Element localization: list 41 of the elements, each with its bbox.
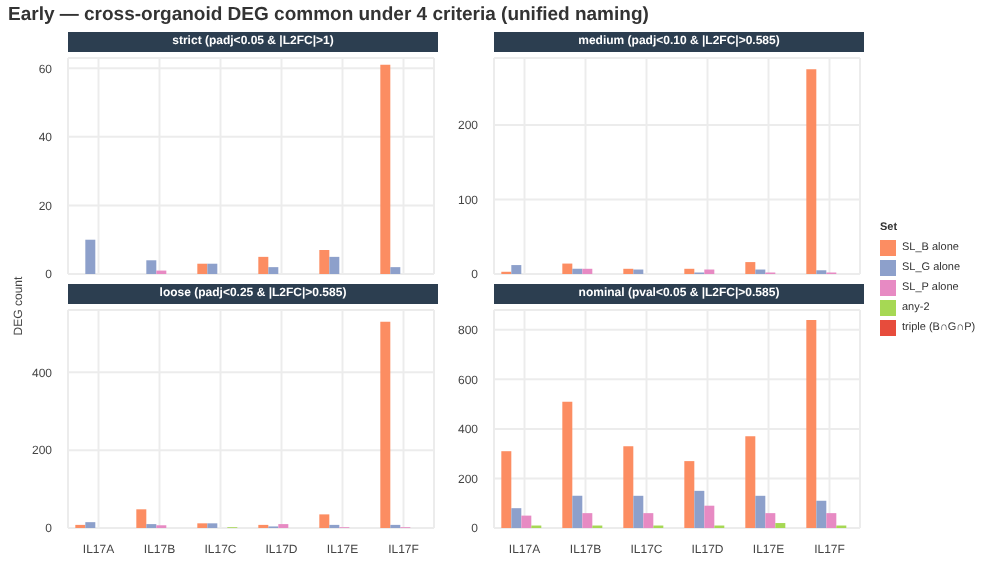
bar — [319, 250, 330, 274]
bar — [562, 263, 573, 274]
bar — [633, 495, 644, 528]
bar — [380, 64, 391, 274]
bar — [643, 513, 654, 528]
bar — [380, 321, 391, 528]
bar — [268, 267, 279, 274]
bar — [85, 239, 96, 274]
bar — [623, 268, 634, 274]
bar — [704, 505, 715, 528]
bar — [582, 268, 593, 274]
bar — [572, 268, 583, 274]
bar — [136, 509, 147, 528]
bar — [582, 513, 593, 528]
bar — [745, 262, 756, 274]
bar — [207, 263, 218, 274]
bar — [806, 319, 817, 528]
bar — [684, 268, 695, 274]
bar — [511, 508, 522, 528]
bar — [146, 260, 157, 274]
bar — [501, 451, 512, 528]
bar — [816, 500, 827, 528]
bar — [562, 401, 573, 528]
bar — [623, 446, 634, 528]
bar — [745, 436, 756, 528]
bar — [572, 495, 583, 528]
bar — [319, 514, 330, 528]
bar — [85, 522, 96, 528]
bar — [826, 513, 837, 528]
bar — [511, 265, 522, 274]
bar — [197, 263, 208, 274]
bar — [258, 256, 269, 274]
bar — [390, 267, 401, 274]
bar — [765, 513, 776, 528]
bar — [684, 461, 695, 528]
bar — [694, 490, 705, 528]
bar — [755, 495, 766, 528]
bar — [521, 515, 532, 528]
chart-title: Early — cross-organoid DEG common under 4 criteria (unified naming) — [8, 4, 649, 26]
bar — [329, 256, 340, 274]
bar — [806, 69, 817, 274]
